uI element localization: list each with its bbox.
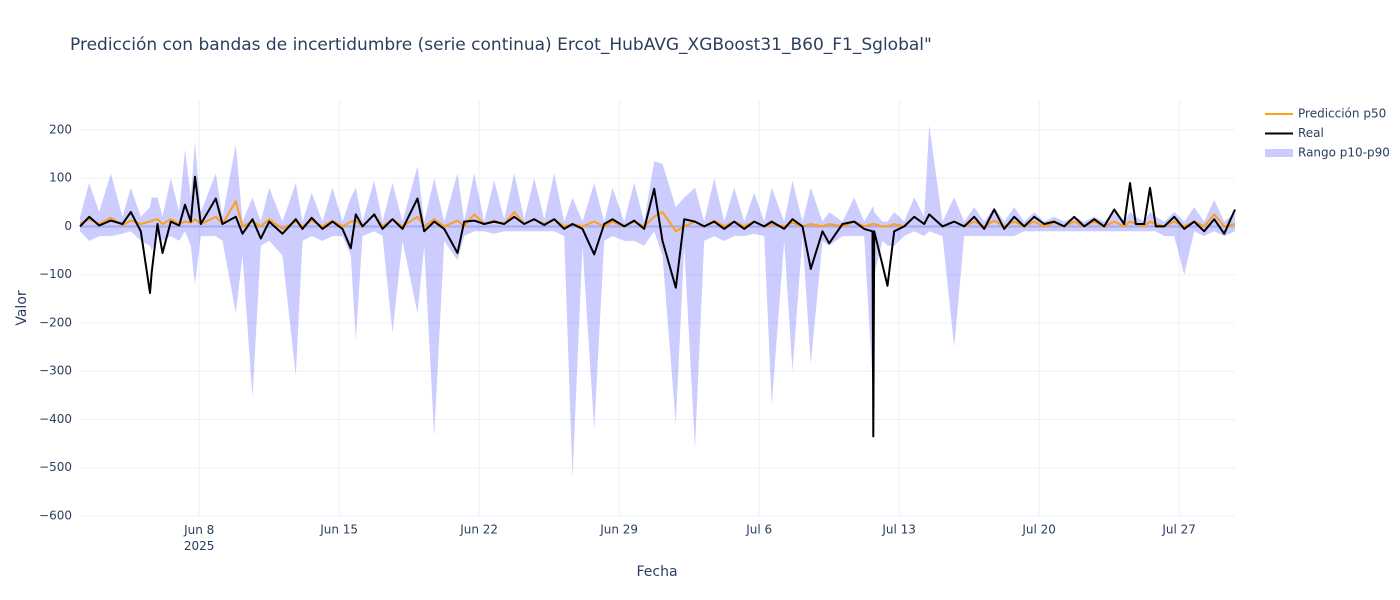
legend-label: Predicción p50 — [1298, 107, 1386, 121]
chart-title: Predicción con bandas de incertidumbre (… — [70, 35, 932, 55]
x-tick-label: Jul 20 — [1021, 523, 1056, 537]
uncertainty-band — [80, 125, 1235, 478]
x-tick-label: Jul 6 — [745, 523, 772, 537]
x-tick-label: Jun 22 — [459, 523, 498, 537]
legend-label: Real — [1298, 126, 1324, 140]
y-tick-label: −500 — [39, 460, 72, 474]
y-tick-label: 100 — [49, 171, 72, 185]
x-tick-label: Jul 27 — [1161, 523, 1196, 537]
y-axis-title: Valor — [14, 290, 30, 326]
y-tick-label: −100 — [39, 267, 72, 281]
y-tick-label: −300 — [39, 364, 72, 378]
y-tick-label: −200 — [39, 315, 72, 329]
y-tick-label: −600 — [39, 509, 72, 523]
x-tick-label: Jul 13 — [881, 523, 916, 537]
y-tick-label: 200 — [49, 122, 72, 136]
x-tick-label: Jun 29 — [599, 523, 638, 537]
y-tick-label: −400 — [39, 412, 72, 426]
series-line — [79, 175, 1236, 438]
x-tick-label: Jun 8 2025 — [183, 523, 214, 553]
x-tick-label: Jun 15 — [319, 523, 358, 537]
legend-swatch — [1265, 149, 1293, 157]
y-tick-label: 0 — [64, 219, 72, 233]
x-axis-title: Fecha — [636, 564, 677, 580]
legend-label: Rango p10-p90 — [1298, 146, 1390, 160]
